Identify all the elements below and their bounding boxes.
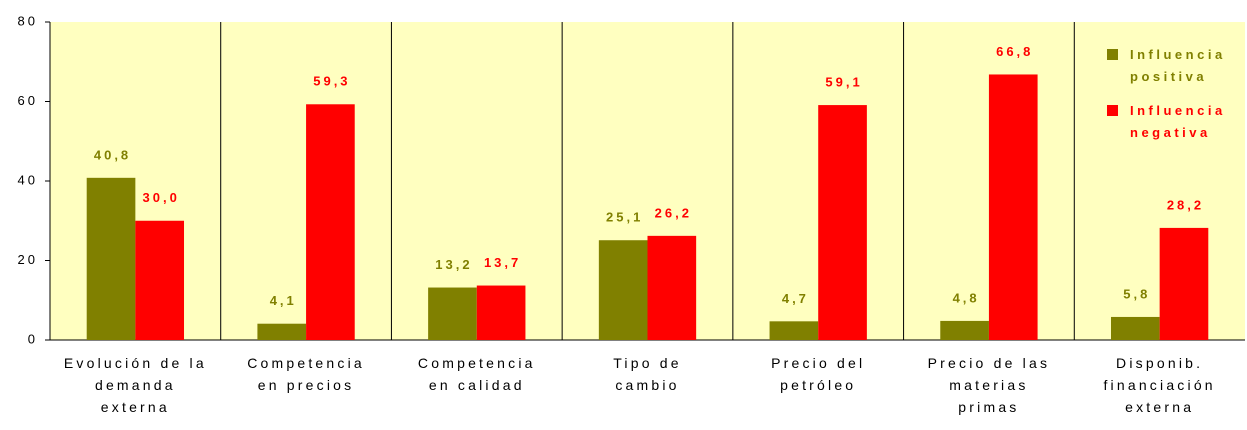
data-label: 26,2 <box>655 205 692 220</box>
bar <box>647 235 697 340</box>
legend-label: Influencia negativa <box>1130 103 1226 140</box>
bar <box>306 104 355 340</box>
data-label: 30,0 <box>143 190 180 205</box>
data-label: 28,2 <box>1167 197 1204 212</box>
bar <box>135 220 185 340</box>
data-label: 66,8 <box>996 44 1033 59</box>
legend-swatch <box>1107 49 1118 60</box>
data-label: 4,7 <box>782 291 809 306</box>
bar <box>476 285 526 340</box>
data-label: 4,1 <box>270 293 297 308</box>
data-label: 59,1 <box>825 75 862 90</box>
data-label: 5,8 <box>1123 286 1150 301</box>
bar <box>988 74 1038 340</box>
y-tick-label: 40 <box>18 172 38 187</box>
y-tick-label: 80 <box>18 13 38 28</box>
bar <box>769 321 819 340</box>
y-tick-label: 0 <box>28 331 38 346</box>
bar <box>598 240 648 340</box>
legend-swatch <box>1107 105 1118 116</box>
bar <box>428 287 477 340</box>
data-label: 59,3 <box>313 74 350 89</box>
x-tick-label: Precio del petróleo <box>771 355 866 393</box>
bar <box>1110 316 1160 340</box>
x-tick-label: Evolución de la demanda externa <box>63 355 207 415</box>
bar <box>1159 227 1209 340</box>
legend-label: Influencia positiva <box>1130 47 1226 84</box>
x-tick-label: Tipo de cambio <box>613 355 682 393</box>
bar <box>818 105 867 340</box>
data-label: 13,2 <box>435 257 472 272</box>
data-label: 4,8 <box>953 290 980 305</box>
y-tick-label: 60 <box>18 93 38 108</box>
data-label: 40,8 <box>94 147 131 162</box>
x-tick-label: Precio de las materias primas <box>927 355 1051 415</box>
bar <box>257 323 307 340</box>
bar <box>86 177 136 340</box>
x-tick-label: Competencia en precios <box>247 355 365 393</box>
data-label: 13,7 <box>484 255 521 270</box>
bar <box>940 320 989 340</box>
x-tick-label: Disponib. financiación externa <box>1103 355 1216 415</box>
x-tick-label: Competencia en calidad <box>417 355 536 393</box>
y-tick-label: 20 <box>18 252 38 267</box>
data-label: 25,1 <box>606 210 643 225</box>
